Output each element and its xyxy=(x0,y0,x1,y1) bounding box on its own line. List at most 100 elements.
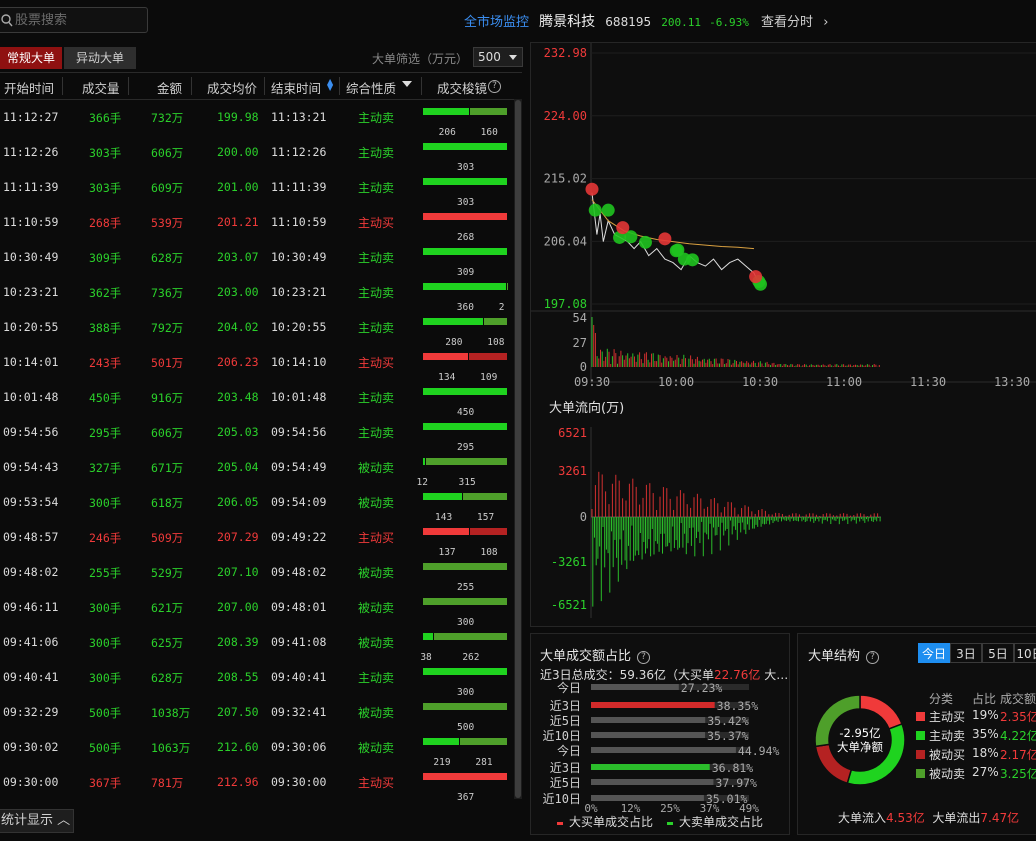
col-avg-price[interactable]: 成交均价 xyxy=(207,81,258,96)
legend-row: 主动卖 35% 4.22亿 xyxy=(914,727,1036,746)
help-icon[interactable]: ? xyxy=(488,80,501,93)
cell-start-time: 11:12:27 xyxy=(3,110,59,124)
flow-tick: 3261 xyxy=(558,464,587,478)
ladder-bar: 295 xyxy=(423,423,507,453)
table-row[interactable]: 09:54:43 327手 671万 205.04 09:54:49 被动卖 12 315 xyxy=(0,449,514,488)
ladder-label: 206 xyxy=(438,127,456,138)
flow-chart-title: 大单流向(万) xyxy=(549,401,625,416)
table-row[interactable]: 10:20:55 388手 792万 204.02 10:20:55 主动卖 280 108 xyxy=(0,309,514,348)
ladder-bar: 367 xyxy=(423,773,507,803)
cell-start-time: 11:12:26 xyxy=(3,145,59,159)
cell-avg-price: 208.39 xyxy=(217,635,259,649)
dropdown-icon[interactable] xyxy=(402,81,412,87)
cell-amount: 606万 xyxy=(151,426,184,440)
cell-avg-price: 207.10 xyxy=(217,565,259,579)
cell-amount: 628万 xyxy=(151,251,184,265)
col-amount[interactable]: 金额 xyxy=(157,81,183,96)
tab-5days[interactable]: 5日 xyxy=(982,643,1014,663)
tab-abnormal-orders[interactable]: 异动大单 xyxy=(64,47,136,69)
table-row[interactable]: 09:46:11 300手 621万 207.00 09:48:01 被动卖 300 xyxy=(0,589,514,628)
filter-label: 大单筛选（万元） xyxy=(372,52,469,66)
search-input[interactable] xyxy=(15,11,135,29)
sort-icon[interactable]: ▲ ▼ xyxy=(327,77,334,92)
table-row[interactable]: 09:53:54 300手 618万 206.05 09:54:09 被动卖 143 157 xyxy=(0,484,514,523)
table-row[interactable]: 09:32:29 500手 1038万 207.50 09:32:41 被动卖 500 xyxy=(0,694,514,733)
ratio-sell-label: 37.97% xyxy=(715,776,757,790)
structure-panel-title: 大单结构? xyxy=(808,645,880,664)
ladder-bar: 134 109 xyxy=(423,353,507,383)
cell-avg-price: 212.60 xyxy=(217,740,259,754)
table-scrollbar-thumb[interactable] xyxy=(515,100,521,798)
legend-header-cell: 占比 xyxy=(972,692,997,706)
cell-end-time: 09:30:06 xyxy=(271,740,327,754)
col-ladder[interactable]: 成交梭镜 xyxy=(437,81,488,96)
time-tick: 09:30 xyxy=(574,375,610,389)
ladder-bar: 206 160 xyxy=(423,108,507,138)
cell-start-time: 09:48:57 xyxy=(3,530,59,544)
col-start-time[interactable]: 开始时间 xyxy=(4,81,55,96)
net-amount-label: 大单净额 xyxy=(837,740,883,754)
timeshare-link[interactable]: 查看分时 › xyxy=(761,15,829,30)
cell-start-time: 09:53:54 xyxy=(3,495,59,509)
stats-toggle[interactable]: 统计显示 ︿ xyxy=(0,809,74,833)
ratio-x-tick: 49% xyxy=(739,802,759,815)
filter-select[interactable]: 500 xyxy=(473,47,523,67)
cell-end-time: 11:12:26 xyxy=(271,145,327,159)
ladder-label: 309 xyxy=(457,267,475,278)
legend-name: 被动卖 xyxy=(929,767,966,781)
table-row[interactable]: 09:54:56 295手 606万 205.03 09:54:56 主动卖 295 xyxy=(0,414,514,453)
legend-header-cell: 成交额 xyxy=(1000,692,1036,706)
table-row[interactable]: 09:48:02 255手 529万 207.10 09:48:02 被动卖 255 xyxy=(0,554,514,593)
tab-today[interactable]: 今日 xyxy=(918,643,950,663)
table-row[interactable]: 11:12:27 366手 732万 199.98 11:13:21 主动卖 206 160 xyxy=(0,99,514,138)
cell-start-time: 09:30:00 xyxy=(3,775,59,789)
col-nature[interactable]: 综合性质 xyxy=(346,81,397,96)
tab-3days[interactable]: 3日 xyxy=(950,643,982,663)
ladder-label: 137 xyxy=(438,547,456,558)
cell-amount: 621万 xyxy=(151,601,184,615)
ratio-buy-bar xyxy=(591,717,706,723)
cell-nature: 主动卖 xyxy=(358,111,395,125)
tab-regular-orders[interactable]: 常规大单 xyxy=(0,47,62,69)
stock-search[interactable] xyxy=(0,7,148,33)
col-volume[interactable]: 成交量 xyxy=(82,81,120,96)
cell-avg-price: 205.04 xyxy=(217,460,259,474)
flow-summary: 大单流入4.53亿 大单流出7.47亿 xyxy=(838,811,1020,825)
tab-10days[interactable]: 10日 xyxy=(1014,643,1036,663)
col-end-time[interactable]: 结束时间 xyxy=(271,81,322,96)
ladder-segment xyxy=(423,773,507,780)
ladder-segment xyxy=(433,633,507,640)
time-tick: 11:30 xyxy=(910,375,946,389)
table-row[interactable]: 09:30:02 500手 1063万 212.60 09:30:06 被动卖 219 281 xyxy=(0,729,514,768)
ladder-label: 300 xyxy=(457,687,475,698)
time-tick: 10:00 xyxy=(658,375,694,389)
ladder-bar: 500 xyxy=(423,703,507,733)
table-row[interactable]: 11:11:39 303手 609万 201.00 11:11:39 主动卖 303 xyxy=(0,169,514,208)
table-row[interactable]: 10:01:48 450手 916万 203.48 10:01:48 主动卖 450 xyxy=(0,379,514,418)
table-row[interactable]: 11:10:59 268手 539万 201.21 11:10:59 主动买 268 xyxy=(0,204,514,243)
ladder-label: 315 xyxy=(458,477,476,488)
cell-end-time: 09:32:41 xyxy=(271,705,327,719)
table-row[interactable]: 10:23:21 362手 736万 203.00 10:23:21 主动卖 360 2 xyxy=(0,274,514,313)
market-monitor-link[interactable]: 全市场监控 xyxy=(464,15,530,30)
ladder-segment xyxy=(423,668,507,675)
table-row[interactable]: 09:40:41 300手 628万 208.55 09:40:41 主动卖 300 xyxy=(0,659,514,698)
table-row[interactable]: 09:30:00 367手 781万 212.96 09:30:00 主动买 367 xyxy=(0,764,514,803)
cell-nature: 被动卖 xyxy=(358,636,395,650)
legend-buy-swatch xyxy=(557,822,563,825)
table-row[interactable]: 10:14:01 243手 501万 206.23 10:14:10 主动买 134 109 xyxy=(0,344,514,383)
table-row[interactable]: 09:48:57 246手 509万 207.29 09:49:22 主动买 137 108 xyxy=(0,519,514,558)
help-icon[interactable]: ? xyxy=(866,651,880,664)
cell-volume: 450手 xyxy=(89,391,122,405)
cell-nature: 被动卖 xyxy=(358,741,395,755)
cell-volume: 309手 xyxy=(89,251,122,265)
cell-nature: 主动买 xyxy=(358,216,395,230)
legend-row: 主动买 19% 2.35亿 xyxy=(914,708,1036,727)
ratio-panel-title: 大单成交额占比? xyxy=(540,645,651,664)
ratio-buy-bar xyxy=(591,732,706,738)
table-row[interactable]: 09:41:06 300手 625万 208.39 09:41:08 被动卖 38 262 xyxy=(0,624,514,663)
table-row[interactable]: 11:12:26 303手 606万 200.00 11:12:26 主动卖 303 xyxy=(0,134,514,173)
ladder-segment xyxy=(469,353,507,360)
help-icon[interactable]: ? xyxy=(637,651,651,664)
table-row[interactable]: 10:30:49 309手 628万 203.07 10:30:49 主动卖 309 xyxy=(0,239,514,278)
